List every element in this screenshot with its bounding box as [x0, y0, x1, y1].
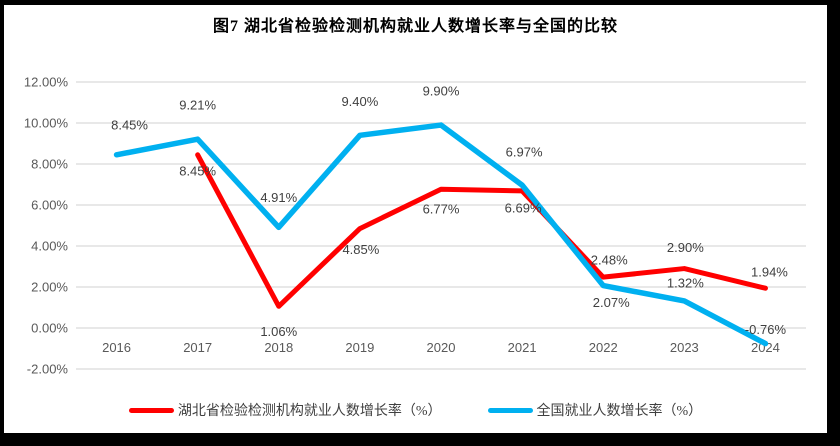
data-label: 6.77%: [423, 202, 460, 217]
x-axis-tick-label: 2020: [427, 340, 456, 355]
data-label: 2.48%: [591, 253, 628, 268]
data-label: 6.97%: [506, 145, 543, 160]
legend: 湖北省检验检测机构就业人数增长率（%） 全国就业人数增长率（%）: [4, 400, 827, 420]
national-legend-label: 全国就业人数增长率（%）: [536, 404, 703, 419]
y-axis-tick-label: -2.00%: [27, 362, 69, 377]
y-axis-tick-label: 2.00%: [31, 280, 68, 295]
data-label: 1.94%: [751, 265, 788, 280]
x-axis-tick-label: 2018: [264, 340, 293, 355]
x-axis-tick-label: 2023: [670, 340, 699, 355]
y-axis-tick-label: 6.00%: [31, 198, 68, 213]
x-axis-tick-label: 2024: [751, 340, 780, 355]
hubei-legend-swatch: [128, 407, 174, 413]
chart-title: 图7 湖北省检验检测机构就业人数增长率与全国的比较: [212, 18, 618, 35]
data-label: 2.07%: [593, 295, 630, 310]
data-label: 1.06%: [260, 324, 297, 339]
data-label: 6.69%: [505, 200, 542, 215]
x-axis-tick-label: 2016: [102, 340, 131, 355]
x-axis-tick-label: 2017: [183, 340, 212, 355]
y-axis-tick-label: 10.00%: [24, 116, 69, 131]
hubei-legend-label: 湖北省检验检测机构就业人数增长率（%）: [177, 404, 442, 419]
data-label: 9.90%: [423, 84, 460, 99]
data-label: 1.32%: [667, 275, 704, 290]
data-label: 4.85%: [342, 242, 379, 257]
plot-area: 12.00% 10.00% 8.00% 6.00% 4.00% 2.00% 0.00% -2.…: [24, 75, 806, 377]
legend-item-national: 全国就业人数增长率（%）: [487, 400, 703, 420]
y-axis-tick-label: 0.00%: [31, 321, 68, 336]
x-axis-tick-label: 2021: [508, 340, 537, 355]
chart-canvas: 图7 湖北省检验检测机构就业人数增长率与全国的比较 12.00% 10.00% 8.…: [4, 5, 827, 433]
hubei-series-line: [195, 152, 768, 309]
y-axis-tick-label: 12.00%: [24, 75, 69, 90]
data-label: 2.90%: [667, 240, 704, 255]
legend-item-hubei: 湖北省检验检测机构就业人数增长率（%）: [128, 400, 442, 420]
y-axis-tick-label: 8.00%: [31, 157, 68, 172]
x-axis-tick-label: 2022: [589, 340, 618, 355]
national-legend-swatch: [487, 407, 533, 413]
x-axis-tick-label: 2019: [345, 340, 374, 355]
y-axis-tick-label: 4.00%: [31, 239, 68, 254]
data-label: 8.45%: [111, 117, 148, 132]
data-label: 9.40%: [341, 94, 378, 109]
data-label: 9.21%: [179, 98, 216, 113]
data-label: 8.45%: [179, 163, 216, 178]
data-label: 4.91%: [260, 190, 297, 205]
national-series-line: [113, 122, 769, 347]
data-label: -0.76%: [745, 322, 787, 337]
